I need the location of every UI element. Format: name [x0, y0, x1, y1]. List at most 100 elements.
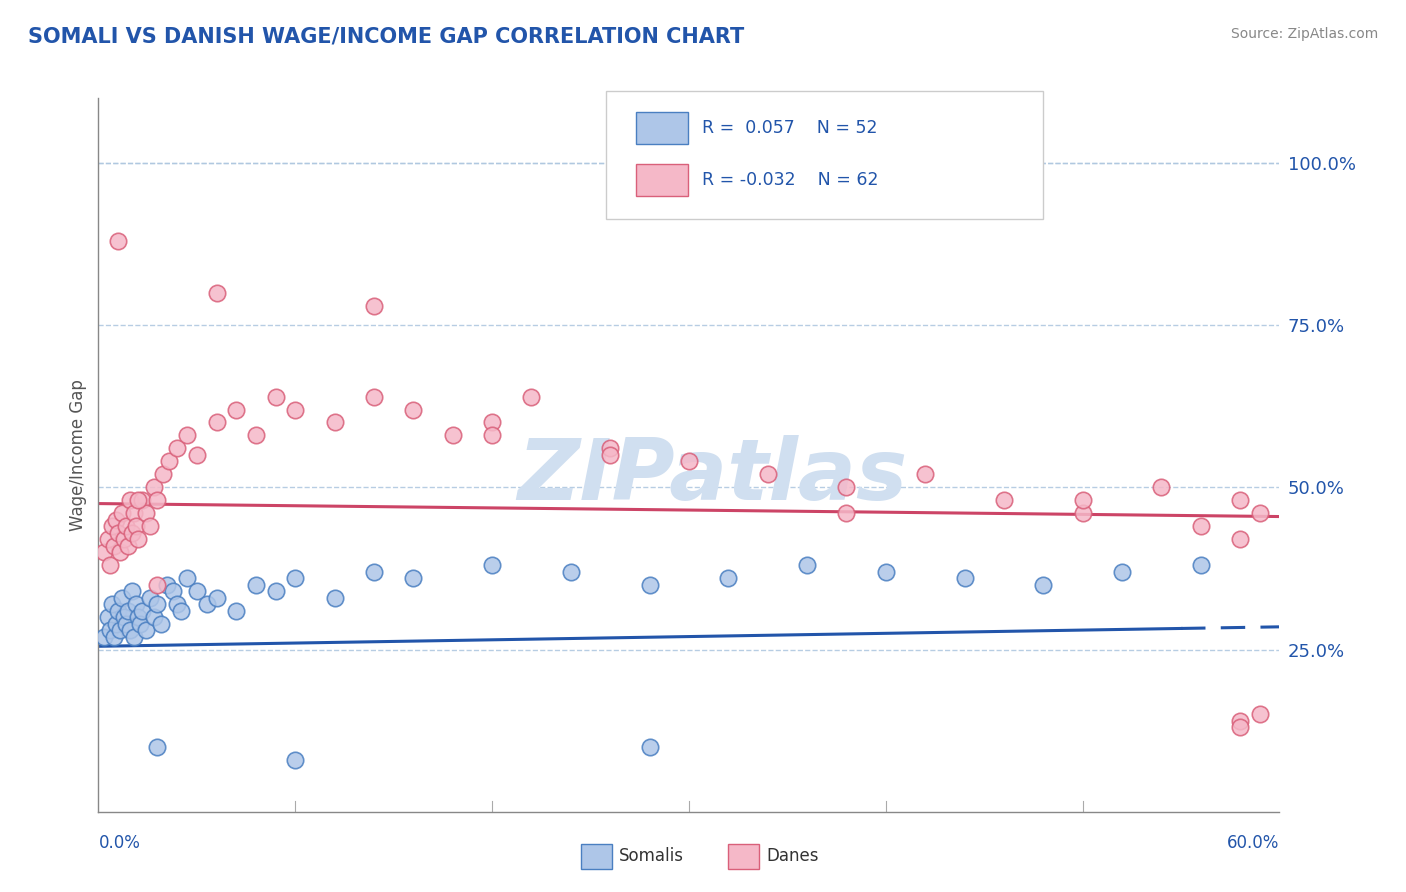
Point	[205, 591, 228, 605]
Point	[599, 448, 621, 462]
Point	[1189, 519, 1212, 533]
Point	[105, 513, 128, 527]
Point	[225, 402, 247, 417]
Point	[101, 597, 124, 611]
Point	[1071, 506, 1094, 520]
Point	[97, 610, 120, 624]
Point	[914, 467, 936, 482]
Text: 0.0%: 0.0%	[98, 834, 141, 852]
Point	[402, 571, 425, 585]
Point	[1032, 577, 1054, 591]
Point	[1111, 565, 1133, 579]
Point	[135, 623, 157, 637]
Point	[142, 610, 165, 624]
Point	[176, 428, 198, 442]
Point	[101, 519, 124, 533]
Text: Danes: Danes	[766, 847, 818, 865]
Point	[162, 584, 184, 599]
Point	[186, 584, 208, 599]
Point	[363, 390, 385, 404]
Point	[323, 591, 346, 605]
Point	[638, 577, 661, 591]
Point	[481, 416, 503, 430]
Point	[176, 571, 198, 585]
Point	[121, 584, 143, 599]
Point	[125, 519, 148, 533]
Point	[323, 416, 346, 430]
Point	[118, 493, 141, 508]
Point	[93, 630, 115, 644]
Point	[481, 558, 503, 573]
Point	[98, 558, 121, 573]
Point	[117, 604, 139, 618]
Point	[103, 630, 125, 644]
Point	[363, 299, 385, 313]
Text: Source: ZipAtlas.com: Source: ZipAtlas.com	[1230, 27, 1378, 41]
Point	[363, 565, 385, 579]
Point	[481, 428, 503, 442]
Point	[402, 402, 425, 417]
Point	[1249, 506, 1271, 520]
Point	[138, 591, 160, 605]
Point	[205, 285, 228, 300]
Point	[717, 571, 740, 585]
Point	[131, 493, 153, 508]
Point	[135, 506, 157, 520]
Point	[105, 616, 128, 631]
Point	[264, 390, 287, 404]
Point	[441, 428, 464, 442]
Text: R = -0.032    N = 62: R = -0.032 N = 62	[702, 171, 879, 189]
Point	[107, 604, 129, 618]
Point	[166, 597, 188, 611]
Point	[146, 493, 169, 508]
FancyBboxPatch shape	[636, 112, 688, 144]
Point	[520, 390, 543, 404]
Point	[142, 480, 165, 494]
Point	[284, 571, 307, 585]
Point	[1229, 533, 1251, 547]
Point	[156, 577, 179, 591]
Point	[107, 525, 129, 540]
Point	[953, 571, 976, 585]
Point	[225, 604, 247, 618]
FancyBboxPatch shape	[636, 164, 688, 196]
Point	[284, 753, 307, 767]
Point	[112, 533, 135, 547]
Point	[1071, 493, 1094, 508]
Point	[1249, 707, 1271, 722]
Point	[170, 604, 193, 618]
Point	[97, 533, 120, 547]
Point	[103, 539, 125, 553]
Point	[245, 577, 267, 591]
Point	[756, 467, 779, 482]
Text: SOMALI VS DANISH WAGE/INCOME GAP CORRELATION CHART: SOMALI VS DANISH WAGE/INCOME GAP CORRELA…	[28, 27, 744, 46]
Point	[122, 506, 145, 520]
Point	[284, 402, 307, 417]
Point	[875, 565, 897, 579]
Text: Somalis: Somalis	[619, 847, 683, 865]
Point	[152, 467, 174, 482]
Point	[127, 610, 149, 624]
Point	[111, 591, 134, 605]
Point	[245, 428, 267, 442]
Point	[638, 739, 661, 754]
Point	[131, 604, 153, 618]
Point	[146, 739, 169, 754]
Point	[117, 539, 139, 553]
Point	[122, 630, 145, 644]
Point	[835, 480, 858, 494]
Point	[1229, 493, 1251, 508]
Point	[108, 623, 131, 637]
Text: R =  0.057    N = 52: R = 0.057 N = 52	[702, 120, 877, 137]
Y-axis label: Wage/Income Gap: Wage/Income Gap	[69, 379, 87, 531]
Point	[112, 610, 135, 624]
Point	[835, 506, 858, 520]
Point	[1229, 720, 1251, 734]
Point	[1150, 480, 1173, 494]
Point	[111, 506, 134, 520]
Point	[108, 545, 131, 559]
Point	[98, 623, 121, 637]
Point	[93, 545, 115, 559]
Point	[678, 454, 700, 468]
Point	[125, 597, 148, 611]
